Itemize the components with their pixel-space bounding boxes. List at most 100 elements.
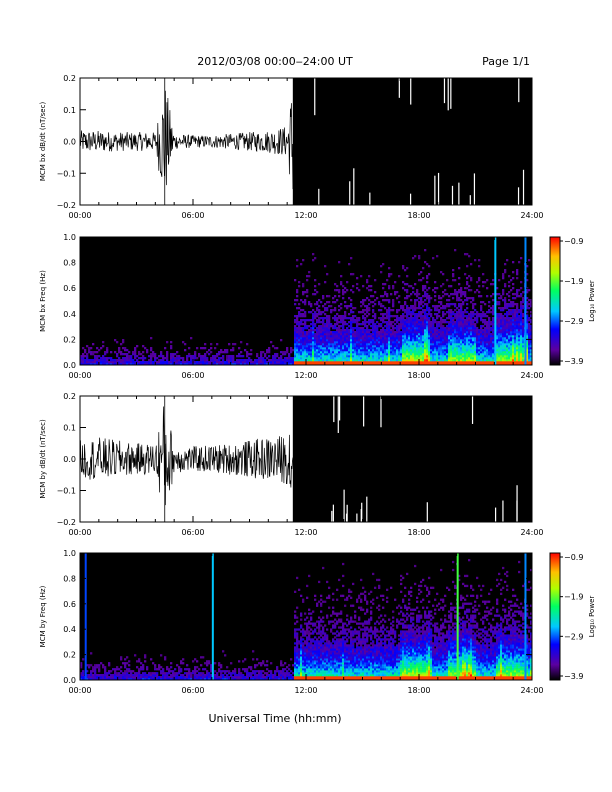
spectrogram-cell xyxy=(424,333,427,336)
spectrogram-cell xyxy=(368,361,371,364)
spectrogram-cell xyxy=(458,357,461,360)
spectrogram-cell xyxy=(308,361,311,364)
spectrogram-cell xyxy=(526,333,529,336)
spectrogram-cell xyxy=(522,355,525,358)
spectrogram-cell xyxy=(264,676,267,679)
spectrogram-cell xyxy=(514,311,517,314)
spectrogram-cell xyxy=(396,353,399,356)
spectrogram-cell xyxy=(360,361,363,364)
spectrogram-cell xyxy=(482,339,485,342)
spectrogram-cell xyxy=(434,287,437,290)
spectrogram-cell xyxy=(332,357,335,360)
spectrogram-cell xyxy=(220,666,223,669)
spectrogram-cell xyxy=(232,343,235,346)
spectrogram-cell xyxy=(310,361,313,364)
spectrogram-cell xyxy=(502,359,505,362)
spectrogram-cell xyxy=(442,347,445,350)
spectrogram-cell xyxy=(382,357,385,360)
spectrogram-cell xyxy=(82,363,85,366)
spectrogram-cell xyxy=(378,331,381,334)
spectrogram-cell xyxy=(414,315,417,318)
spectrogram-cell xyxy=(296,289,299,292)
spectrogram-cell xyxy=(190,355,193,358)
spectrogram-cell xyxy=(404,351,407,354)
spectrogram-cell xyxy=(422,357,425,360)
spectrogram-cell xyxy=(156,363,159,366)
spectrogram-cell xyxy=(150,355,153,358)
spectrogram-cell xyxy=(452,269,455,272)
spectrogram-cell xyxy=(326,323,329,326)
spectrogram-cell xyxy=(366,321,369,324)
spectrogram-cell xyxy=(464,363,467,366)
spectrogram-cell xyxy=(396,351,399,354)
spectrogram-cell xyxy=(352,317,355,320)
spectrogram-cell xyxy=(530,327,533,330)
spectrogram-cell xyxy=(422,347,425,350)
spectrogram-cell xyxy=(486,337,489,340)
spectrogram-cell xyxy=(88,359,91,362)
spectrogram-cell xyxy=(376,349,379,352)
spectrogram-cell xyxy=(476,311,479,314)
spectrogram-cell xyxy=(412,321,415,324)
spectrogram-cell xyxy=(452,335,455,338)
spectrogram-cell xyxy=(136,363,139,366)
spectrogram-cell xyxy=(442,325,445,328)
spectrogram-cell xyxy=(526,351,529,354)
spectrogram-cell xyxy=(514,359,517,362)
spectrogram-cell xyxy=(412,355,415,358)
spectrogram-cell xyxy=(434,321,437,324)
spectrogram-cell xyxy=(306,351,309,354)
spectrogram-cell xyxy=(218,664,221,667)
spectrogram-cell xyxy=(200,672,203,675)
spectrogram-cell xyxy=(284,359,287,362)
spectrogram-cell xyxy=(308,311,311,314)
spectrogram-cell xyxy=(106,363,109,366)
spectrogram-cell xyxy=(286,349,289,352)
spectrogram-cell xyxy=(350,351,353,354)
spectrogram-cell xyxy=(362,345,365,348)
spectrogram-cell xyxy=(418,297,421,300)
spectrogram-cell xyxy=(492,319,495,322)
spectrogram-cell xyxy=(328,337,331,340)
spectrogram-cell xyxy=(386,313,389,316)
spectrogram-cell xyxy=(462,303,465,306)
spectrogram-cell xyxy=(410,337,413,340)
spectrogram-cell xyxy=(364,333,367,336)
spectrogram-cell xyxy=(256,361,259,364)
spectrogram-cell xyxy=(464,323,467,326)
spectrogram-cell xyxy=(406,331,409,334)
spectrogram-cell xyxy=(226,674,229,677)
spectrogram-cell xyxy=(522,339,525,342)
spectrogram-cell xyxy=(482,281,485,284)
spectrogram-cell xyxy=(132,670,135,673)
spectrogram-cell xyxy=(442,319,445,322)
spectrogram-cell xyxy=(276,347,279,350)
spectrogram-cell xyxy=(312,351,315,354)
spectrogram-cell xyxy=(322,327,325,330)
spectrogram-cell xyxy=(458,303,461,306)
spectrogram-cell xyxy=(444,343,447,346)
spectrogram-cell xyxy=(206,670,209,673)
spectrogram-cell xyxy=(520,337,523,340)
spectrogram-cell xyxy=(450,331,453,334)
spectrogram-cell xyxy=(364,351,367,354)
spectrogram-cell xyxy=(346,323,349,326)
spectrogram-cell xyxy=(390,355,393,358)
spectrogram-cell xyxy=(470,317,473,320)
spectrogram-cell xyxy=(90,664,93,667)
spectrogram-cell xyxy=(370,345,373,348)
spectrogram-cell xyxy=(458,361,461,364)
spectrogram-cell xyxy=(392,343,395,346)
spectrogram-cell xyxy=(316,331,319,334)
spectrogram-cell xyxy=(468,327,471,330)
spectrogram-cell xyxy=(496,325,499,328)
spectrogram-cell xyxy=(194,357,197,360)
spectrogram-cell xyxy=(310,353,313,356)
spectrogram-cell xyxy=(512,337,515,340)
spectrogram-cell xyxy=(366,347,369,350)
spectrogram-cell xyxy=(338,359,341,362)
spectrogram-cell xyxy=(324,333,327,336)
spectrogram-cell xyxy=(262,678,265,681)
spectrogram-cell xyxy=(504,347,507,350)
spectrogram-cell xyxy=(470,321,473,324)
